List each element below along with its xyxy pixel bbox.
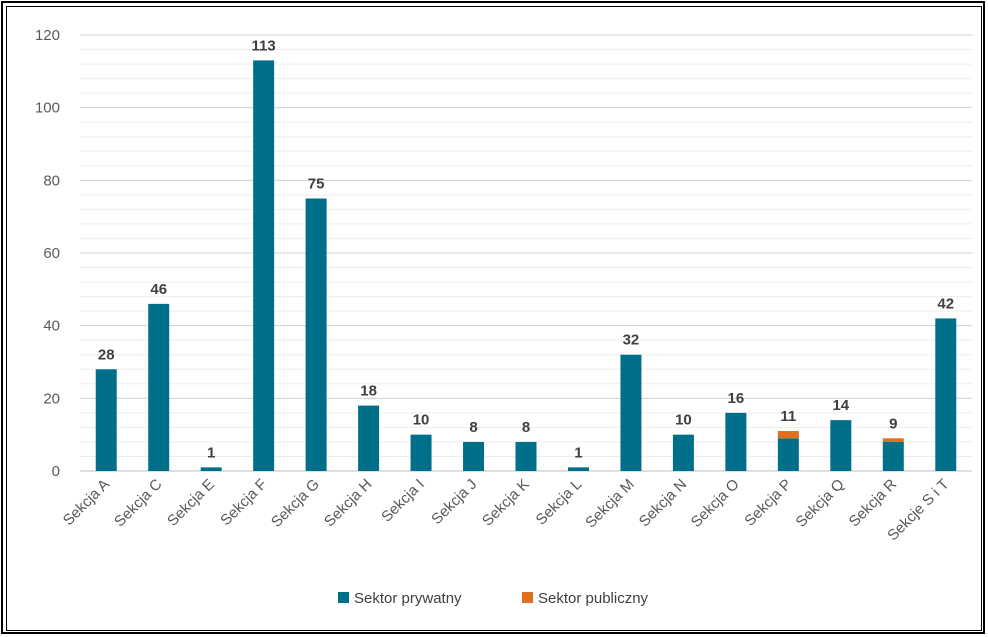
bar-private [95, 369, 117, 471]
bars [95, 60, 957, 471]
y-tick-label: 120 [35, 27, 60, 44]
data-label: 10 [413, 412, 430, 429]
bar-private [725, 412, 747, 471]
bar-private [358, 405, 380, 471]
data-label: 18 [360, 383, 377, 400]
data-label: 75 [308, 176, 325, 193]
data-label: 8 [469, 419, 477, 436]
bar-private [200, 467, 222, 471]
inner-frame [6, 6, 982, 631]
bar-private [463, 441, 485, 471]
y-tick-label: 20 [43, 390, 60, 407]
data-label: 46 [150, 281, 167, 298]
x-tick-label: Sekcja Q [793, 476, 848, 531]
x-tick-label: Sekcja J [428, 476, 480, 528]
legend-label: Sektor prywatny [354, 590, 462, 607]
x-tick-label: Sekcja A [60, 476, 113, 529]
y-tick-label: 40 [43, 318, 60, 335]
bar-private [935, 318, 957, 471]
x-tick-label: Sekcja K [479, 476, 533, 530]
x-tick-label: Sekcja P [741, 476, 795, 530]
x-tick-label: Sekcja G [268, 476, 323, 531]
data-label: 42 [937, 295, 954, 312]
gridlines [80, 34, 972, 472]
data-label: 32 [623, 332, 640, 349]
x-tick-label: Sekcja E [164, 476, 218, 530]
data-label: 28 [98, 346, 115, 363]
data-label: 8 [522, 419, 530, 436]
bar-private [620, 354, 642, 471]
bar-public [777, 431, 799, 439]
bar-private [410, 434, 432, 471]
bar-private [253, 60, 275, 471]
x-tick-label: Sekcja C [111, 476, 166, 531]
bar-private [672, 434, 694, 471]
y-tick-label: 0 [52, 463, 60, 480]
x-tick-label: Sekcja N [636, 476, 690, 530]
data-label: 1 [574, 444, 582, 461]
legend: Sektor prywatny Sektor publiczny [338, 590, 649, 607]
data-label: 16 [728, 390, 745, 407]
y-tick-label: 100 [35, 100, 60, 117]
data-label: 10 [675, 412, 692, 429]
data-label: 14 [832, 397, 849, 414]
x-tick-label: Sekcja M [582, 476, 638, 532]
x-tick-label: Sekcja H [321, 476, 375, 530]
legend-swatch [522, 592, 533, 603]
x-tick-label: Sekcja F [217, 476, 270, 529]
y-tick-label: 80 [43, 172, 60, 189]
data-label: 113 [252, 37, 276, 54]
bar-public [882, 438, 904, 442]
data-label: 1 [207, 444, 215, 461]
bar-private [305, 198, 327, 471]
legend-label: Sektor publiczny [538, 590, 649, 607]
y-axis: 0 20 40 60 80 100 120 [35, 27, 60, 480]
bar-private [148, 303, 170, 471]
x-tick-label: Sekcja R [846, 476, 901, 531]
data-labels: 28 46 1 113 75 18 10 8 8 1 32 10 16 11 14 9 42 [98, 37, 954, 461]
data-label: 11 [780, 408, 796, 425]
x-tick-label: Sekcja L [533, 476, 586, 529]
y-tick-label: 60 [43, 245, 60, 262]
x-tick-label: Sekcja I [378, 476, 428, 526]
legend-swatch [338, 592, 349, 603]
bar-private [515, 441, 537, 471]
bar-private [830, 420, 852, 471]
data-label: 9 [889, 415, 897, 432]
bar-private [567, 467, 589, 471]
bar-private [777, 438, 799, 471]
bar-private [882, 441, 904, 471]
x-tick-label: Sekcja O [688, 476, 743, 531]
